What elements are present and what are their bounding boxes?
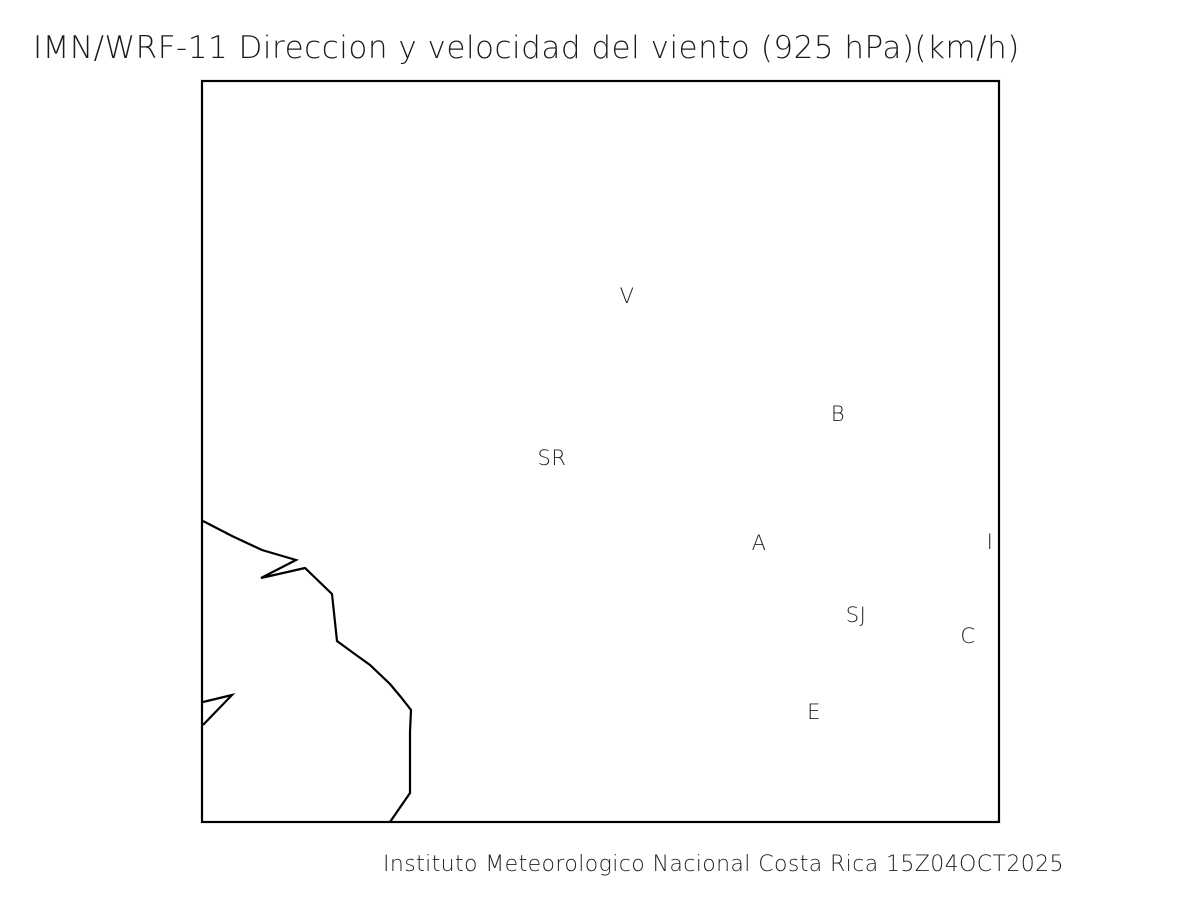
map-frame-border <box>200 79 1001 824</box>
station-label-i: I <box>987 530 994 554</box>
station-label-a: A <box>752 531 767 555</box>
station-label-c: C <box>960 624 975 648</box>
coastline-inlet <box>202 693 236 726</box>
station-label-v: V <box>620 284 635 308</box>
page-title: IMN/WRF-11 Direccion y velocidad del vie… <box>33 30 1020 66</box>
attribution-footer: Instituto Meteorologico Nacional Costa R… <box>383 852 1064 877</box>
station-label-sr: SR <box>538 446 567 470</box>
coastline-main <box>202 520 413 823</box>
station-label-sj: SJ <box>846 603 867 627</box>
station-label-e: E <box>807 700 821 724</box>
station-label-b: B <box>831 402 845 426</box>
